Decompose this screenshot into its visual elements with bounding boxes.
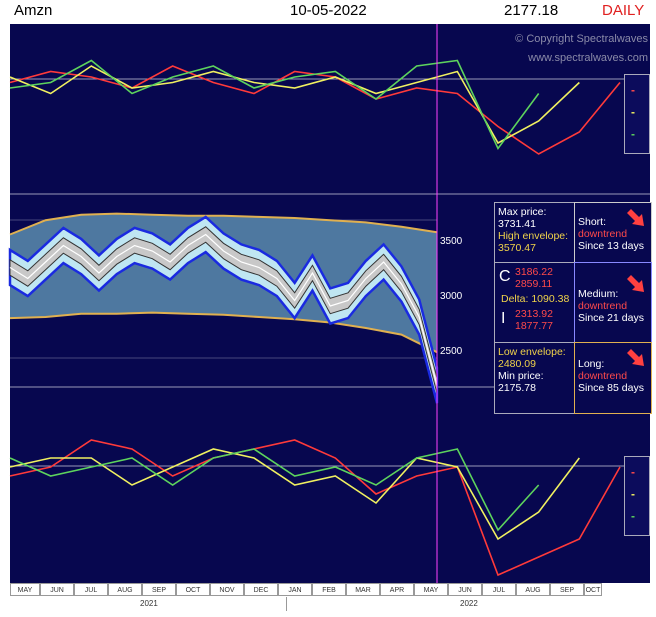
long-trend-since: Since 85 days [578, 382, 644, 394]
month-label-feb: FEB [312, 583, 346, 596]
price-axis-ticks: 3500 3000 2500 [440, 236, 463, 357]
down-right-arrow-icon [627, 209, 644, 226]
medium-trend-label: Medium: [578, 288, 619, 300]
year-label-2022: 2022 [460, 599, 478, 608]
month-axis: MAY JUN JUL AUG SEP OCT NOV DEC JAN FEB MAR APR MAY J… [10, 583, 618, 597]
month-label-sep: SEP [142, 583, 176, 596]
chart-header: Amzn 10-05-2022 2177.18 DAILY [10, 0, 650, 24]
info-panel-middle: C 3186.22 2859.11 Delta: 1090.38 I 2313.… [494, 262, 580, 344]
long-trend-box: Long: downtrend Since 85 days [574, 342, 652, 414]
short-trend-label: Short: [578, 216, 607, 228]
min-price-value: 2175.78 [498, 382, 536, 394]
yellow-oscillator-line [9, 448, 580, 541]
medium-trend-since: Since 21 days [578, 312, 644, 324]
symbol-label: Amzn [14, 2, 53, 19]
top-oscillator [9, 59, 621, 155]
month-label-mar: MAR [346, 583, 380, 596]
low-envelope-value: 2480.09 [498, 358, 536, 370]
high-envelope-label: High envelope: [498, 230, 569, 242]
red-oscillator-line [9, 439, 621, 577]
delta-value: Delta: 1090.38 [501, 293, 570, 305]
month-label-sep: SEP [550, 583, 584, 596]
c-label: C [499, 268, 511, 285]
top-legend: - - - [624, 74, 650, 154]
month-label-aug: AUG [516, 583, 550, 596]
month-label-jun: JUN [448, 583, 482, 596]
c-value-2: 2859.11 [515, 278, 553, 290]
price-tick-label: 2500 [440, 346, 463, 357]
month-label-nov: NOV [210, 583, 244, 596]
medium-trend-box: Medium: downtrend Since 21 days [574, 262, 652, 344]
min-price-label: Min price: [498, 370, 544, 382]
max-price-label: Max price: [498, 206, 547, 218]
medium-trend-status: downtrend [578, 300, 628, 312]
legend-red-mark: - [631, 465, 635, 479]
legend-yellow-mark: - [631, 487, 635, 501]
month-label-may: MAY [10, 583, 40, 596]
month-label-jun: JUN [40, 583, 74, 596]
copyright-text: © Copyright Spectralwaves www.spectralwa… [500, 30, 648, 68]
down-right-arrow-icon [627, 275, 644, 292]
copyright-line-2: www.spectralwaves.com [528, 52, 648, 64]
year-axis: 2021 2022 [10, 597, 650, 611]
i-label: I [501, 310, 506, 327]
green-oscillator-line [9, 59, 540, 151]
low-envelope-label: Low envelope: [498, 346, 566, 358]
month-label-oct: OCT [584, 583, 602, 596]
month-label-jul: JUL [482, 583, 516, 596]
month-label-jul: JUL [74, 583, 108, 596]
price-line [9, 233, 438, 386]
short-trend-box: Short: downtrend Since 13 days [574, 202, 652, 266]
legend-green-mark: - [631, 127, 635, 141]
c-value-1: 3186.22 [515, 266, 553, 278]
interval-label: DAILY [602, 2, 645, 19]
high-envelope-line [9, 212, 438, 236]
month-label-aug: AUG [108, 583, 142, 596]
month-label-jan: JAN [278, 583, 312, 596]
price-tick-label: 3000 [440, 291, 463, 302]
long-trend-status: downtrend [578, 370, 628, 382]
year-label-2021: 2021 [140, 599, 158, 608]
price-tick-label: 3500 [440, 236, 463, 247]
info-panel-top: Max price: 3731.41 High envelope: 3570.4… [494, 202, 580, 266]
i-value-2: 1877.77 [515, 320, 553, 332]
green-oscillator-line [9, 448, 540, 532]
copyright-line-1: © Copyright Spectralwaves [515, 33, 648, 45]
legend-green-mark: - [631, 509, 635, 523]
info-panel-bottom: Low envelope: 2480.09 Min price: 2175.78 [494, 342, 580, 414]
short-trend-status: downtrend [578, 228, 628, 240]
price-label: 2177.18 [504, 2, 559, 19]
high-envelope-value: 3570.47 [498, 242, 536, 254]
legend-red-mark: - [631, 83, 635, 97]
max-price-value: 3731.41 [498, 218, 536, 230]
month-label-oct: OCT [176, 583, 210, 596]
low-envelope-line [9, 311, 438, 354]
bottom-oscillator [9, 439, 621, 577]
down-right-arrow-icon [627, 349, 644, 366]
month-label-apr: APR [380, 583, 414, 596]
long-trend-label: Long: [578, 358, 605, 370]
legend-yellow-mark: - [631, 105, 635, 119]
short-trend-since: Since 13 days [578, 240, 644, 252]
i-value-1: 2313.92 [515, 308, 553, 320]
month-label-dec: DEC [244, 583, 278, 596]
bottom-legend: - - - [624, 456, 650, 536]
month-label-may: MAY [414, 583, 448, 596]
date-label: 10-05-2022 [290, 2, 367, 19]
